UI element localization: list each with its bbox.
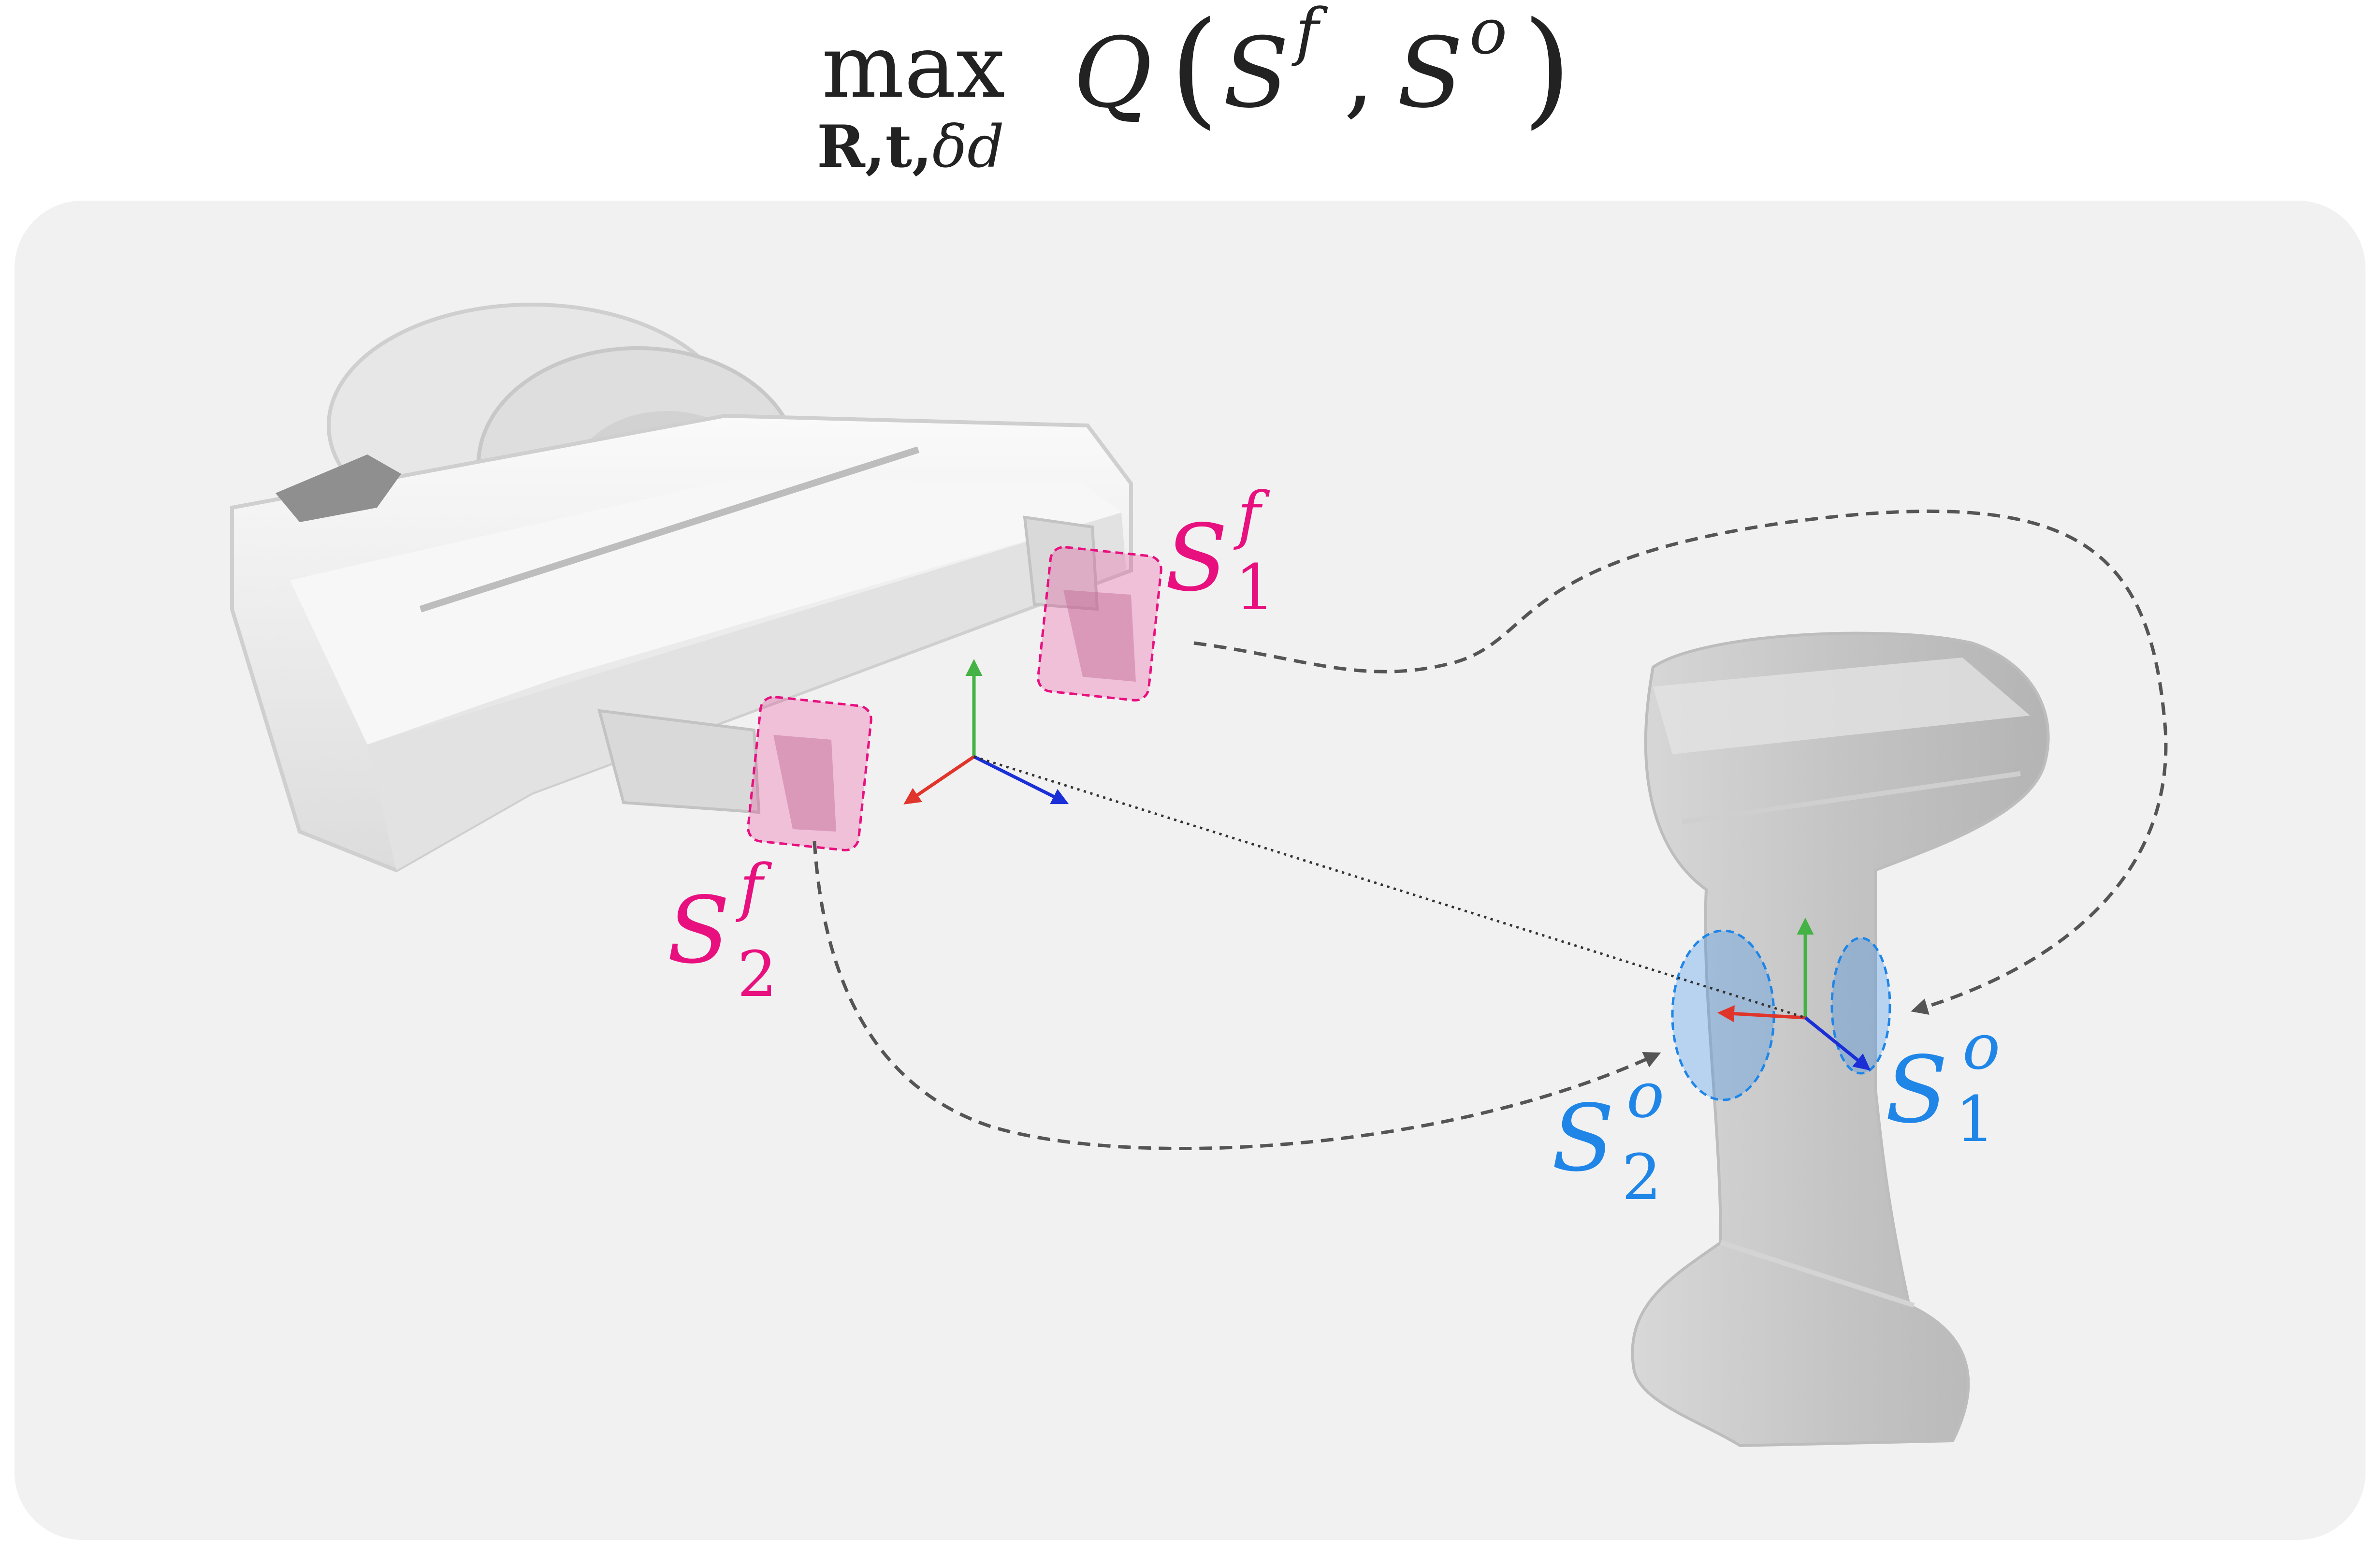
object-set-superscript: o [1469, 0, 1507, 68]
gripper-model [230, 303, 1133, 873]
finger-region-2 [747, 696, 872, 851]
object-set-symbol: S [1397, 17, 1463, 130]
open-paren: ( [1170, 0, 1219, 141]
optimization-variables: R,t,δd [817, 113, 1004, 181]
correspondence-arrow-1 [1193, 510, 2168, 1015]
label-finger-1-symbol: S [1165, 505, 1228, 612]
bold-variables: R,t, [817, 113, 932, 181]
gripper-z-axis [973, 755, 1069, 805]
label-finger-2-sub: 2 [737, 937, 777, 1011]
comma: , [1344, 17, 1375, 130]
max-operator: max [822, 16, 1005, 117]
finger-set-superscript: f [1292, 0, 1328, 68]
label-object-1-sub: 1 [1955, 1083, 1995, 1156]
label-object-1-sup: o [1962, 1010, 2000, 1083]
label-object-1: S o 1 [1885, 1010, 2000, 1156]
quality-function: Q [1073, 17, 1152, 130]
frame-alignment-line [973, 755, 1806, 1019]
object-region-1 [1830, 936, 1891, 1075]
label-finger-2: S f 2 [667, 850, 777, 1011]
label-finger-1-sub: 1 [1235, 551, 1275, 624]
close-paren: ) [1523, 0, 1571, 141]
object-frame [1717, 918, 1871, 1071]
label-object-2-symbol: S [1552, 1085, 1614, 1192]
finger-region-1 [1037, 546, 1162, 702]
label-object-2-sub: 2 [1622, 1141, 1662, 1214]
delta-d: δd [932, 114, 1004, 181]
correspondence-arrow-2 [813, 841, 1661, 1151]
object-z-axis [1804, 1016, 1871, 1071]
label-object-2: S o 2 [1552, 1058, 1664, 1214]
gripper-frame [903, 659, 1069, 805]
label-finger-2-symbol: S [667, 877, 730, 984]
object-model [1631, 631, 2050, 1448]
objective-formula: max R,t,δd Q ( S f , S o ) [817, 0, 1571, 181]
label-finger-1: S f 1 [1165, 478, 1275, 624]
finger-set-symbol: S [1223, 17, 1289, 130]
label-object-2-sup: o [1626, 1058, 1664, 1132]
label-object-1-symbol: S [1885, 1037, 1948, 1143]
object-x-axis [1717, 1005, 1806, 1023]
gripper-x-axis [903, 755, 975, 805]
